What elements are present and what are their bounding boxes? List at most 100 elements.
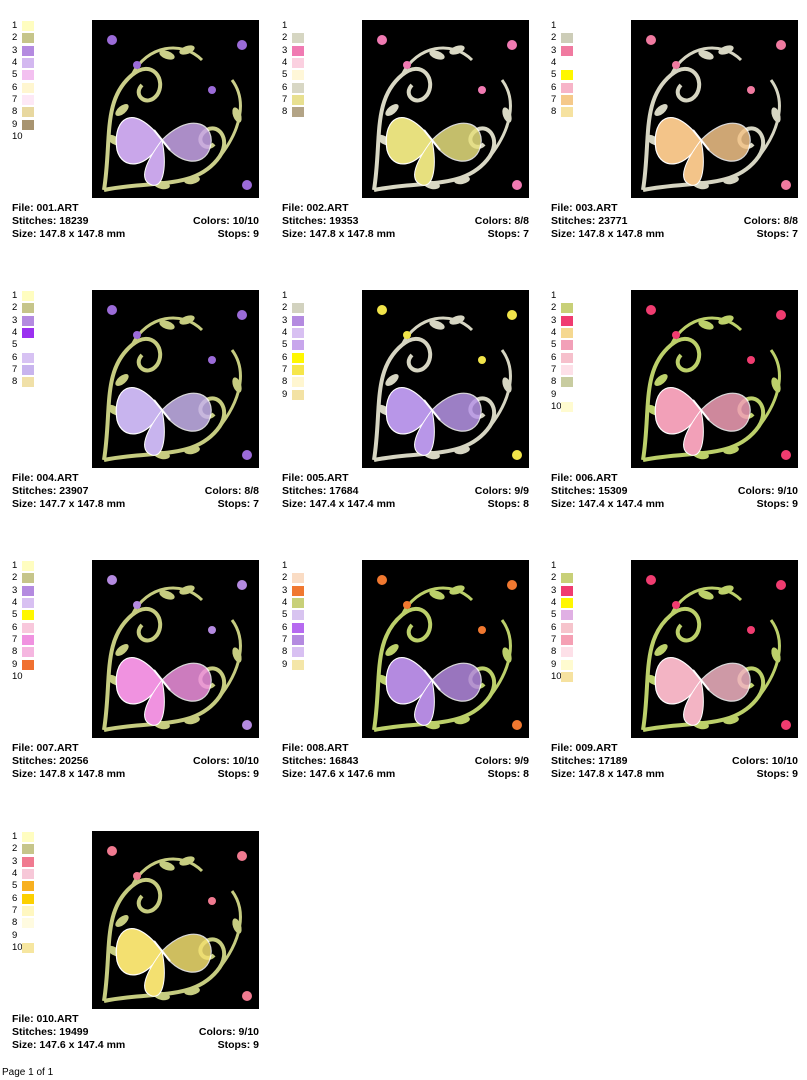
color-row: 8 [12,646,42,658]
design-info: File: 006.ART Stitches: 15309 Colors: 9/1… [551,472,798,511]
color-number: 6 [551,81,557,93]
color-row: 4 [282,327,312,339]
color-row: 3 [12,856,42,868]
color-number: 8 [282,106,288,118]
stitch-count: Stitches: 17684 [282,485,359,497]
color-sequence-list: 1 2 3 4 5 6 7 8 9 10 [12,560,42,683]
color-row: 4 [12,327,42,339]
color-swatch [22,58,34,69]
color-row: 5 [551,609,581,621]
embroidery-preview-art [92,831,259,1009]
design-info: File: 003.ART Stitches: 23771 Colors: 8/8… [551,202,798,241]
color-row: 4 [12,597,42,609]
color-swatch [292,21,304,31]
stop-count: Stops: 7 [487,228,529,240]
color-row: 9 [12,929,42,941]
file-name: File: 002.ART [282,202,349,214]
file-name: File: 007.ART [12,742,79,754]
color-number: 2 [551,572,557,584]
color-row: 8 [12,917,42,929]
file-name: File: 009.ART [551,742,618,754]
color-number: 5 [551,609,557,621]
color-number: 9 [551,388,557,400]
color-swatch [22,881,34,892]
stitch-count: Stitches: 18239 [12,215,89,227]
color-sequence-list: 1 2 3 4 5 6 7 8 9 10 [551,560,581,683]
color-row: 5 [282,339,312,351]
color-row: 6 [282,621,312,633]
design-card: 1 2 3 4 5 6 7 8 9 10 File: 010.A [12,831,262,1066]
color-number: 6 [12,621,18,633]
color-number: 2 [551,32,557,44]
color-row: 1 [12,290,42,302]
color-row: 5 [12,69,42,81]
color-swatch [561,315,573,326]
color-row: 1 [551,560,581,572]
stitch-count: Stitches: 15309 [551,485,628,497]
stop-count: Stops: 8 [487,768,529,780]
color-row: 4 [282,597,312,609]
color-swatch [22,893,34,904]
color-swatch [22,21,34,32]
color-swatch [292,328,304,339]
color-swatch [292,58,304,69]
color-number: 1 [12,560,18,572]
color-number: 4 [282,597,288,609]
color-swatch [22,598,34,609]
embroidery-preview-art [362,290,529,468]
color-swatch [292,315,304,326]
color-row: 3 [282,45,312,57]
embroidery-preview-art [631,290,798,468]
color-row: 6 [282,351,312,363]
file-name: File: 001.ART [12,202,79,214]
color-row: 2 [282,32,312,44]
color-number: 7 [551,363,557,375]
color-swatch [561,634,573,645]
color-row: 5 [12,880,42,892]
color-row: 2 [282,572,312,584]
embroidery-preview [631,20,798,198]
color-number: 6 [12,892,18,904]
color-number: 1 [282,290,288,302]
color-number: 3 [12,44,18,56]
color-row: 2 [282,302,312,314]
color-number: 7 [282,633,288,645]
color-number: 6 [551,351,557,363]
embroidery-preview-art [92,290,259,468]
color-swatch [292,647,304,658]
color-number: 1 [551,20,557,32]
embroidery-preview-art [362,560,529,738]
color-number: 7 [12,633,18,645]
color-row: 9 [551,388,581,400]
embroidery-preview-art [362,20,529,198]
color-row: 5 [551,339,581,351]
color-row: 2 [12,302,42,314]
color-swatch [561,377,573,388]
color-row: 3 [282,315,312,327]
stop-count: Stops: 7 [756,228,798,240]
color-number: 3 [551,314,557,326]
color-row: 7 [551,634,581,646]
color-number: 8 [551,646,557,658]
design-size: Size: 147.8 x 147.8 mm [12,768,126,780]
color-row: 10 [551,671,581,683]
color-number: 2 [551,302,557,314]
color-row: 8 [12,376,42,388]
color-count: Colors: 9/9 [474,755,529,767]
color-swatch [561,585,573,596]
color-swatch [561,561,573,571]
color-row: 7 [12,94,42,106]
color-swatch [561,671,573,682]
color-row: 3 [551,315,581,327]
color-row: 4 [551,597,581,609]
color-number: 1 [12,290,18,302]
color-row: 3 [12,585,42,597]
color-swatch [292,598,304,609]
color-row: 1 [12,560,42,572]
embroidery-preview-art [631,20,798,198]
color-number: 5 [551,69,557,81]
color-swatch [292,303,304,314]
color-count: Colors: 8/8 [474,215,529,227]
